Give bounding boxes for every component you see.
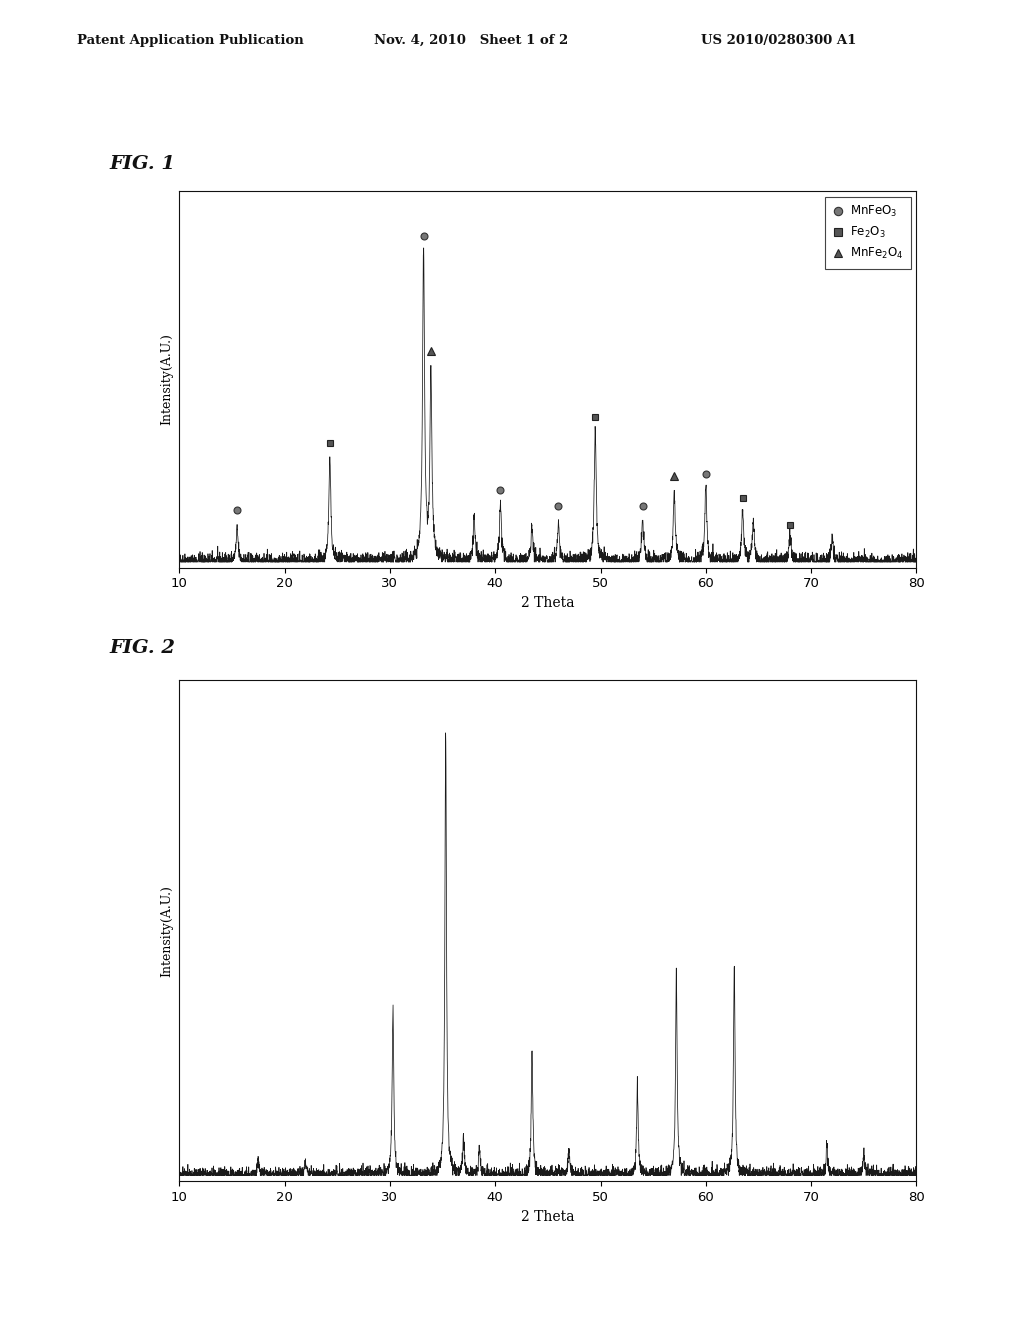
Text: US 2010/0280300 A1: US 2010/0280300 A1	[701, 33, 857, 46]
X-axis label: 2 Theta: 2 Theta	[521, 1209, 574, 1224]
Y-axis label: Intensity(A.U.): Intensity(A.U.)	[161, 334, 174, 425]
Y-axis label: Intensity(A.U.): Intensity(A.U.)	[161, 884, 174, 977]
Text: FIG. 1: FIG. 1	[110, 154, 175, 173]
Text: Nov. 4, 2010   Sheet 1 of 2: Nov. 4, 2010 Sheet 1 of 2	[374, 33, 568, 46]
Legend: MnFeO$_3$, Fe$_2$O$_3$, MnFe$_2$O$_4$: MnFeO$_3$, Fe$_2$O$_3$, MnFe$_2$O$_4$	[825, 197, 910, 268]
Text: Patent Application Publication: Patent Application Publication	[77, 33, 303, 46]
X-axis label: 2 Theta: 2 Theta	[521, 595, 574, 610]
Text: FIG. 2: FIG. 2	[110, 639, 175, 657]
